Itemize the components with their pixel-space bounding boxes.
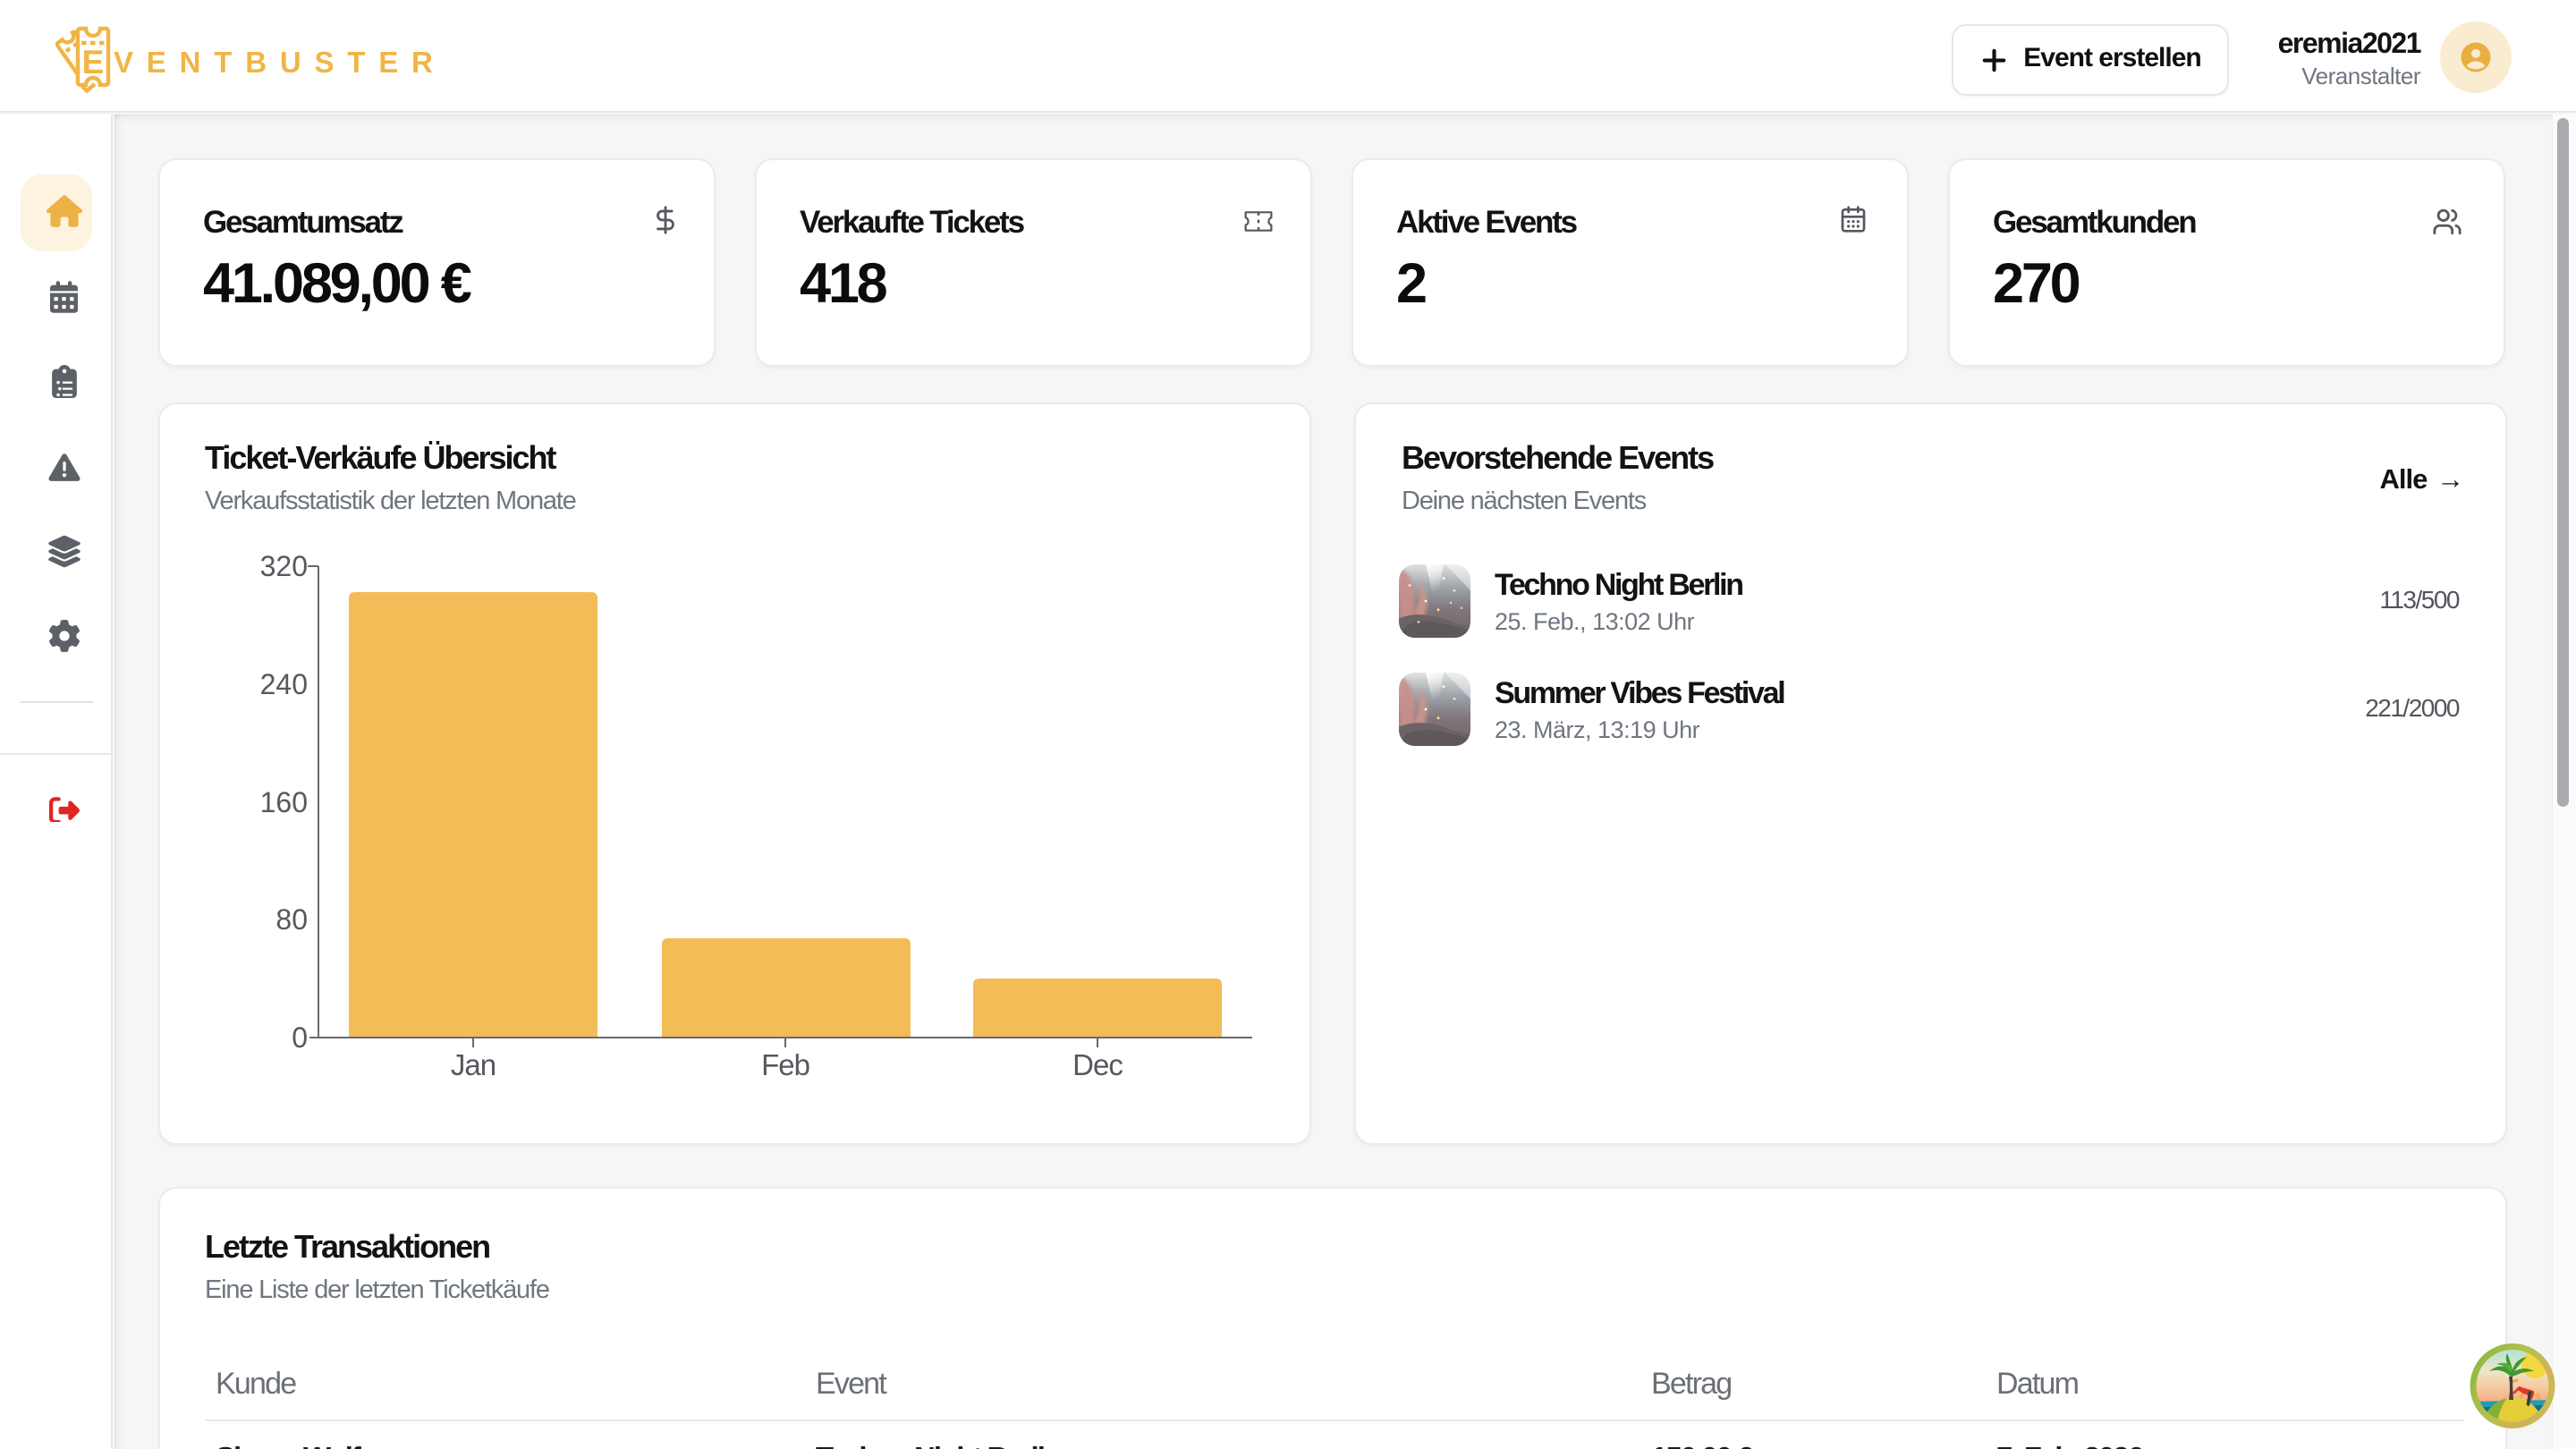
svg-text:E: E (82, 44, 105, 80)
svg-text:Jan: Jan (451, 1048, 496, 1081)
svg-text:320: 320 (260, 550, 308, 582)
svg-text:0: 0 (292, 1021, 308, 1054)
svg-text:80: 80 (275, 903, 308, 936)
svg-text:Dec: Dec (1072, 1048, 1123, 1081)
svg-text:Feb: Feb (761, 1048, 809, 1081)
svg-text:160: 160 (260, 786, 308, 818)
svg-text:240: 240 (260, 668, 308, 700)
